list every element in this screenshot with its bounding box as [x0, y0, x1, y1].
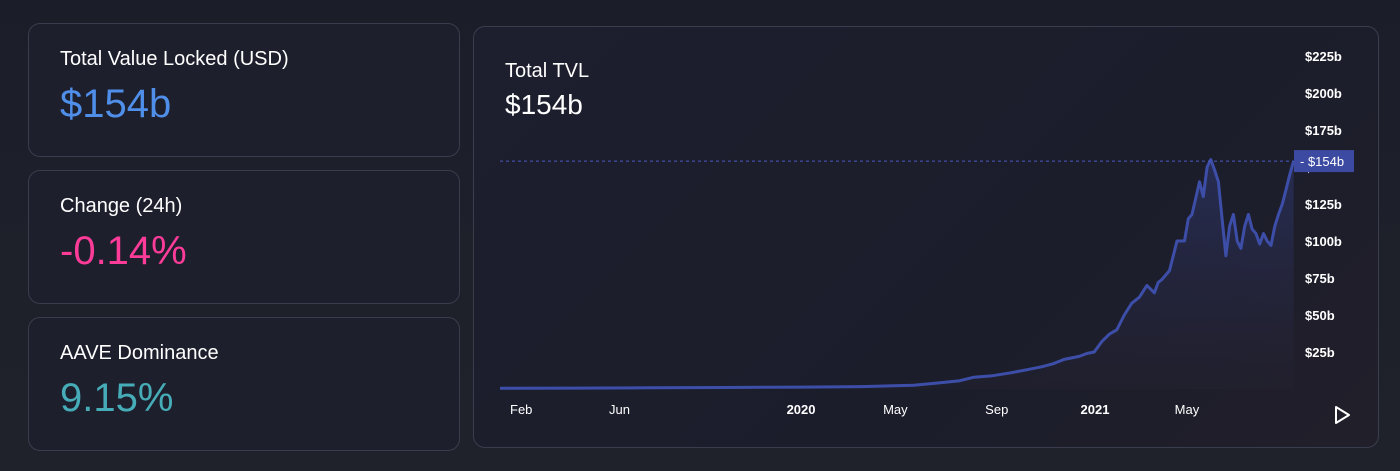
x-tick-label: 2021 [1081, 402, 1110, 417]
play-icon[interactable] [1335, 406, 1350, 424]
change-label: Change (24h) [60, 195, 183, 217]
y-tick-label: $175b [1305, 123, 1342, 138]
x-tick-label: Feb [510, 402, 532, 417]
tvl-chart-card: Total TVL $154b $25b $50b $75b $100b $125b $1… [473, 26, 1379, 448]
dominance-value: 9.15% [60, 376, 174, 420]
chart-title: Total TVL [505, 60, 590, 82]
change-value: -0.14% [60, 229, 187, 273]
tvl-area-fill [500, 159, 1294, 389]
x-tick-label: Jun [609, 402, 630, 417]
chart-value: $154b [505, 89, 583, 120]
tvl-area-chart[interactable]: $25b$50b$75b$100b$125b$150b$175b$200b$22… [474, 27, 1380, 449]
dominance-card: AAVE Dominance 9.15% [28, 317, 460, 451]
y-tick-label: $25b [1305, 345, 1335, 360]
change-card: Change (24h) -0.14% [28, 170, 460, 304]
dominance-label: AAVE Dominance [60, 342, 219, 364]
y-tick-label: $50b [1305, 308, 1335, 323]
tvl-line [499, 158, 1296, 390]
y-tick-label: $100b [1305, 234, 1342, 249]
current-value-badge [1294, 150, 1354, 173]
y-tick-label: $200b [1305, 86, 1342, 101]
tvl-value: $154b [60, 82, 172, 126]
y-tick-label: $225b [1305, 49, 1342, 64]
tvl-card: Total Value Locked (USD) $154b [28, 23, 460, 157]
current-value-label: - $154b [1300, 154, 1344, 169]
y-tick-label: $75b [1305, 271, 1335, 286]
x-tick-label: Sep [985, 402, 1008, 417]
x-tick-label: 2020 [787, 402, 816, 417]
x-tick-label: May [1175, 402, 1200, 417]
x-tick-label: May [883, 402, 908, 417]
y-tick-label: $125b [1305, 197, 1342, 212]
tvl-label: Total Value Locked (USD) [60, 48, 289, 70]
